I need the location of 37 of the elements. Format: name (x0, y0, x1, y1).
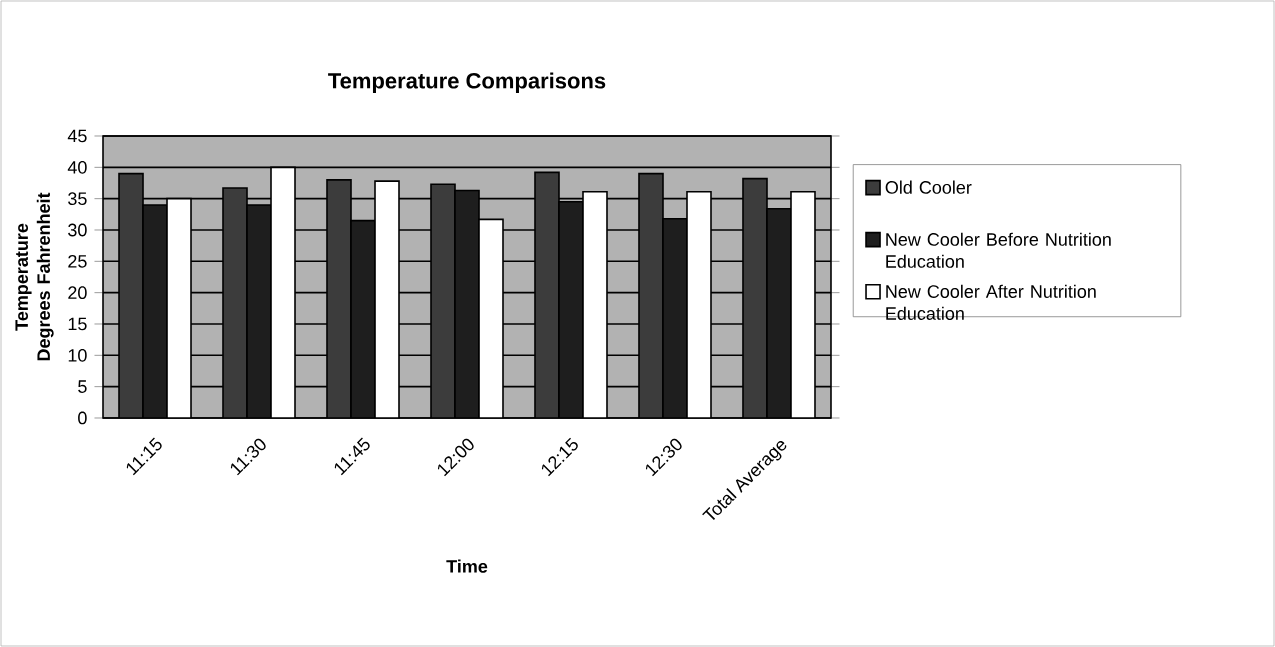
y-tick-label: 5 (78, 380, 87, 393)
y-axis-title: Temperature Degrees Fahrenheit (15, 192, 54, 361)
bar (270, 166, 296, 418)
y-tick-label: 15 (68, 317, 87, 331)
y-tick-label: 30 (68, 223, 87, 237)
bar (374, 180, 400, 418)
y-tick-label: 45 (67, 129, 87, 143)
y-tick-label: 20 (68, 286, 87, 300)
legend-label: Old Cooler (885, 180, 972, 194)
bar (118, 172, 144, 418)
bar (454, 189, 480, 418)
bar (558, 201, 584, 418)
y-tick-label: 35 (68, 192, 87, 206)
bar (686, 190, 712, 418)
y-tick-label: 0 (78, 411, 87, 425)
legend-label: New Cooler Before Nutrition Education (886, 232, 1111, 268)
chart-title: Temperature Comparisons (328, 72, 606, 93)
bar (638, 172, 664, 418)
legend-label: New Cooler After Nutrition Education (886, 284, 1096, 320)
bar (246, 204, 272, 418)
bar (742, 177, 768, 418)
y-tick-label: 10 (68, 348, 87, 362)
bar (478, 218, 504, 418)
bar (534, 171, 560, 418)
bar (326, 179, 352, 418)
bar (222, 187, 248, 418)
y-tick-label: 25 (68, 254, 87, 268)
x-axis-title: Time (446, 559, 488, 573)
bar (350, 219, 376, 418)
bar (766, 207, 792, 418)
bar (582, 190, 608, 418)
bar (790, 190, 816, 418)
bar (166, 197, 192, 418)
y-tick-label: 40 (67, 160, 87, 174)
bar (662, 217, 688, 418)
bar (430, 183, 456, 418)
bar (142, 204, 168, 418)
